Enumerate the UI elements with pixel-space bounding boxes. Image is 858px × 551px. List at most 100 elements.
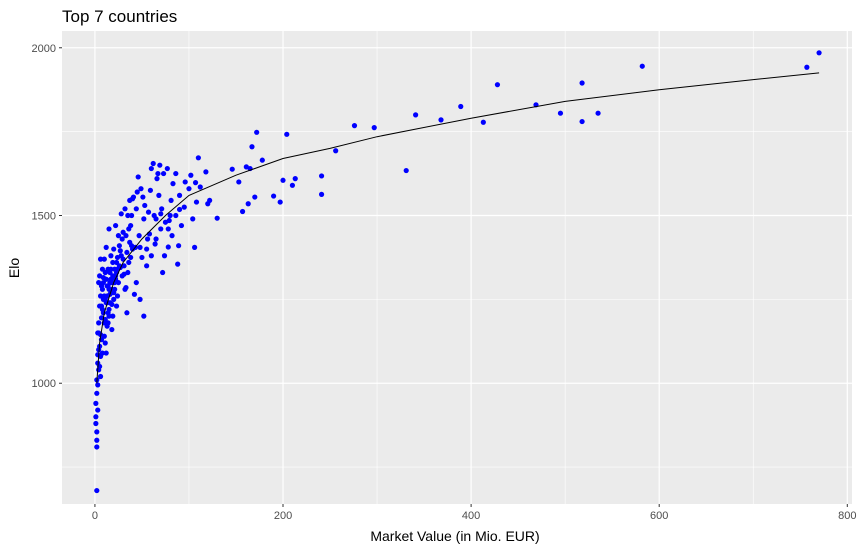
data-point (639, 63, 645, 69)
data-point (161, 253, 168, 259)
data-point (165, 226, 171, 232)
data-point (110, 313, 116, 319)
data-point (579, 118, 585, 125)
data-point (119, 236, 125, 242)
data-point (271, 193, 277, 199)
x-axis-ticks: 0 200 400 600 800 (92, 504, 856, 522)
data-point (110, 259, 116, 266)
data-point (107, 279, 113, 286)
data-point (181, 204, 187, 210)
data-point (99, 286, 106, 292)
data-point (144, 236, 151, 242)
data-point (148, 165, 154, 172)
data-point (102, 340, 108, 346)
data-point (127, 197, 133, 204)
data-point (95, 407, 101, 413)
data-point (318, 191, 325, 197)
data-point (173, 170, 179, 177)
data-point (125, 269, 131, 276)
data-point (133, 279, 139, 286)
data-point (97, 273, 103, 279)
data-point (214, 215, 220, 221)
data-point (139, 254, 145, 261)
data-point (159, 206, 165, 212)
data-point (141, 216, 147, 222)
data-point (97, 353, 104, 359)
data-point (153, 236, 159, 242)
data-point (249, 144, 255, 150)
data-point (122, 286, 128, 292)
data-point (371, 125, 377, 131)
data-point (101, 333, 107, 339)
data-point (176, 192, 183, 198)
data-point (126, 259, 132, 266)
data-point (94, 487, 100, 494)
data-point (188, 172, 194, 178)
data-point (135, 174, 141, 180)
x-tick-label: 400 (462, 510, 480, 522)
data-point (93, 400, 99, 406)
data-point (318, 173, 325, 179)
data-point (104, 293, 110, 299)
data-point (129, 246, 136, 252)
y-axis-ticks: 1000 1500 2000 (32, 43, 62, 390)
data-point (106, 306, 112, 313)
data-point (158, 226, 164, 232)
data-point (239, 208, 246, 215)
data-point (192, 244, 198, 250)
data-point (245, 201, 251, 207)
data-point (96, 320, 102, 326)
data-point (158, 211, 164, 217)
data-point (155, 170, 161, 177)
data-point (167, 212, 173, 219)
data-point (157, 162, 163, 168)
data-point (480, 119, 486, 125)
data-point (236, 179, 242, 185)
data-point (292, 176, 298, 182)
data-point (351, 123, 358, 129)
data-point (124, 249, 130, 256)
data-point (160, 269, 166, 276)
data-point (169, 233, 175, 239)
data-point (175, 261, 181, 267)
minor-gridlines (62, 31, 852, 504)
major-gridlines (62, 31, 852, 504)
x-tick-label: 800 (838, 510, 856, 522)
data-point (119, 273, 125, 279)
data-point (280, 177, 286, 183)
data-point (115, 233, 122, 239)
data-point (259, 157, 265, 163)
data-point (94, 429, 100, 435)
data-point (96, 367, 102, 373)
data-point (124, 310, 130, 316)
trend-line (96, 72, 820, 384)
data-point (197, 184, 203, 190)
data-point (121, 263, 127, 269)
data-point (93, 420, 99, 427)
data-point (107, 300, 113, 306)
data-point (164, 165, 170, 172)
data-point (152, 241, 158, 247)
data-point (114, 293, 121, 299)
data-point (243, 164, 249, 170)
data-point (193, 199, 200, 205)
data-point (147, 187, 154, 193)
data-point (113, 303, 120, 309)
data-point (254, 129, 260, 135)
data-point (134, 189, 140, 195)
data-point (114, 266, 121, 272)
data-point (151, 212, 157, 219)
data-point (95, 382, 101, 388)
data-point (97, 373, 104, 380)
data-point (413, 112, 419, 118)
data-point (108, 253, 114, 259)
data-point (94, 390, 100, 396)
data-point (93, 414, 99, 420)
data-point (131, 291, 138, 297)
data-point (458, 103, 464, 110)
data-point (113, 222, 119, 229)
data-point (289, 182, 296, 188)
data-point (98, 303, 105, 309)
x-axis-label: Market Value (in Mio. EUR) (370, 528, 539, 544)
data-point (140, 194, 146, 200)
